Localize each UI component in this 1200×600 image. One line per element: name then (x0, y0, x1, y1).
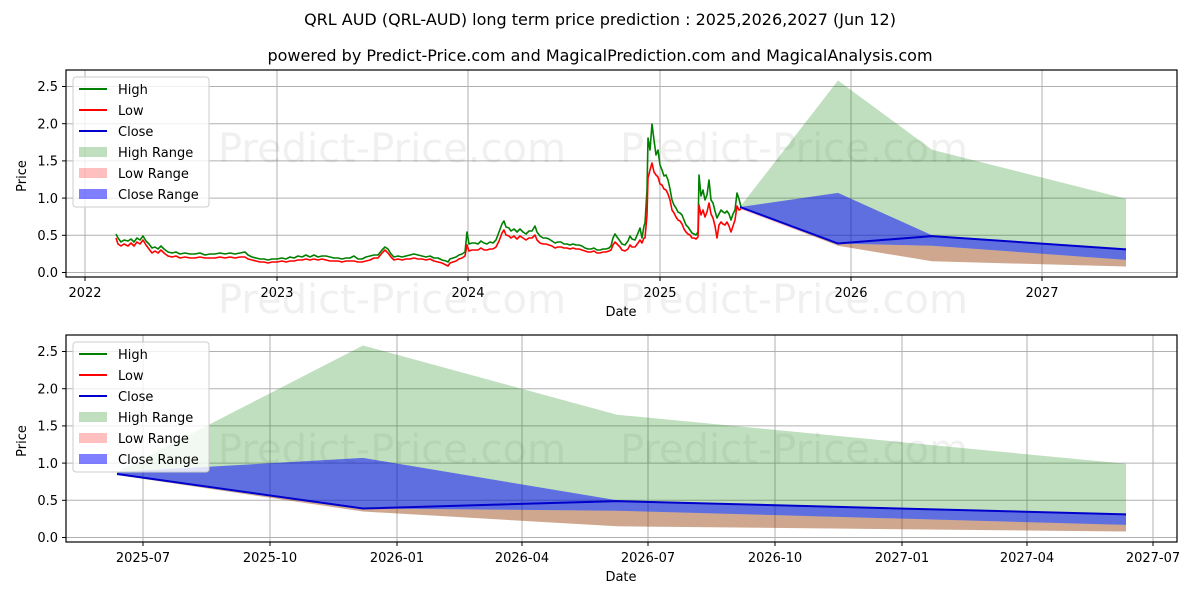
x-tick-label: 2027-01 (875, 551, 929, 566)
legend-swatch-high-range (79, 147, 107, 157)
y-tick-label: 0.5 (37, 229, 58, 244)
top-high-line (115, 123, 742, 263)
y-tick-label: 2.0 (37, 383, 58, 398)
y-tick-label: 0.0 (37, 266, 58, 281)
legend-label: Close Range (118, 188, 199, 203)
legend-label: Low (118, 369, 144, 384)
x-tick-label: 2026-04 (495, 551, 549, 566)
x-tick-label: 2026-07 (621, 551, 675, 566)
x-tick-label: 2025 (643, 286, 676, 301)
y-tick-label: 0.0 (37, 531, 58, 546)
x-tick-label: 2026-10 (748, 551, 802, 566)
bottom-grid (66, 335, 1177, 542)
x-tick-label: 2022 (68, 286, 101, 301)
y-axis-label: Price (15, 160, 30, 192)
top-close-line (739, 206, 1127, 251)
legend-label: High (118, 83, 148, 98)
legend-label: Close Range (118, 453, 199, 468)
top-grid (66, 70, 1177, 277)
legend-label: High (118, 348, 148, 363)
top-legend: High Low Close High Range Low Range Clos… (72, 76, 210, 208)
top-axes-frame (65, 69, 1178, 278)
y-tick-label: 2.5 (37, 345, 58, 360)
chart-subtitle: powered by Predict-Price.com and Magical… (267, 46, 933, 65)
top-low-line (115, 162, 742, 267)
x-axis-label: Date (605, 305, 636, 320)
x-axis-label: Date (605, 570, 636, 585)
y-tick-label: 1.0 (37, 457, 58, 472)
x-tick-label: 2026 (834, 286, 867, 301)
legend-label: Close (118, 390, 153, 405)
bottom-chart: Predict-Price.com Predict-Price.com (15, 334, 1180, 585)
y-tick-label: 1.5 (37, 155, 58, 170)
x-tick-label: 2025-07 (116, 551, 170, 566)
x-tick-label: 2025-10 (243, 551, 297, 566)
watermark: Predict-Price.com (218, 126, 566, 172)
x-tick-label: 2027-07 (1126, 551, 1180, 566)
bottom-legend: High Low Close High Range Low Range Clos… (72, 341, 210, 473)
x-tick-label: 2023 (260, 286, 293, 301)
legend-label: Low (118, 104, 144, 119)
legend-label: High Range (118, 411, 193, 426)
watermark: Predict-Price.com (620, 277, 968, 323)
y-tick-label: 0.5 (37, 494, 58, 509)
legend-swatch-low-range (79, 168, 107, 178)
bottom-axes-frame (65, 334, 1178, 543)
top-chart: Predict-Price.com Predict-Price.com Pred… (15, 69, 1178, 323)
legend-swatch-low-range (79, 433, 107, 443)
y-tick-label: 2.0 (37, 118, 58, 133)
x-tick-label: 2024 (451, 286, 484, 301)
y-axis-label: Price (15, 425, 30, 457)
legend-swatch-close-range (79, 189, 107, 199)
legend-label: Low Range (118, 432, 189, 447)
bottom-close-line (116, 473, 1127, 516)
legend-label: Close (118, 125, 153, 140)
x-tick-label: 2027-04 (1000, 551, 1054, 566)
watermark: Predict-Price.com (218, 277, 566, 323)
y-tick-label: 1.5 (37, 420, 58, 435)
legend-swatch-high-range (79, 412, 107, 422)
y-tick-label: 1.0 (37, 192, 58, 207)
watermark: Predict-Price.com (620, 126, 968, 172)
x-tick-label: 2026-01 (370, 551, 424, 566)
legend-label: Low Range (118, 167, 189, 182)
legend-swatch-close-range (79, 454, 107, 464)
x-tick-label: 2027 (1025, 286, 1058, 301)
legend-label: High Range (118, 146, 193, 161)
y-tick-label: 2.5 (37, 80, 58, 95)
watermark: Predict-Price.com (620, 427, 968, 473)
chart-title: QRL AUD (QRL-AUD) long term price predic… (304, 10, 896, 29)
